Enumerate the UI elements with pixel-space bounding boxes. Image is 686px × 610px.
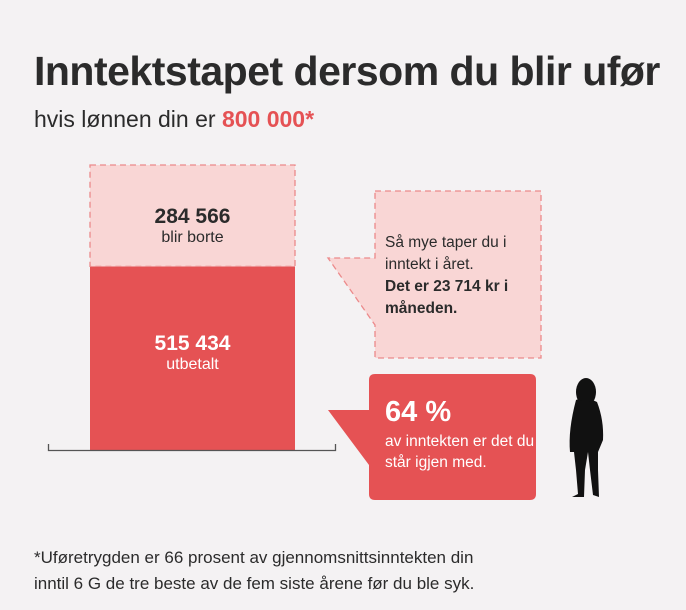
bar-segment-utbetalt <box>90 266 295 450</box>
bar-segment-blir-borte <box>89 164 296 268</box>
person-silhouette-icon <box>569 378 604 497</box>
segment-caption: blir borte <box>161 229 224 246</box>
callout-loss-body: Så mye taper du i inntekt i året. <box>385 234 507 273</box>
segment-label-utbetalt: 515 434 utbetalt <box>90 332 295 374</box>
salary-highlight: 800 000* <box>221 106 315 132</box>
x-axis <box>47 444 337 452</box>
callout-keep-percent: 64 % <box>385 396 452 428</box>
footnote: *Uføretrygden er 66 prosent av gjennomsn… <box>34 545 474 597</box>
callout-keep-box <box>328 374 536 500</box>
callout-loss-box <box>326 190 542 359</box>
segment-label-blir-borte: 284 566 blir borte <box>90 205 295 247</box>
segment-value: 284 566 <box>154 205 231 228</box>
callout-keep-body: av inntekten er det du står igjen med. <box>385 433 535 471</box>
footnote-line-1: *Uføretrygden er 66 prosent av gjennomsn… <box>34 548 474 567</box>
segment-caption: utbetalt <box>166 356 219 374</box>
page-title: Inntektstapet dersom du blir ufør <box>34 48 660 94</box>
segment-value: 515 434 <box>154 332 231 356</box>
callout-keep-text: 64 % av inntekten er det du står igjen m… <box>385 396 535 473</box>
footnote-line-2: inntil 6 G de tre beste av de fem siste … <box>34 574 475 593</box>
callout-loss-monthly: Det er 23 714 kr i måneden. <box>385 278 509 317</box>
subtitle-prefix: hvis lønnen din er <box>34 106 222 132</box>
subtitle: hvis lønnen din er 800 000* <box>34 106 314 133</box>
callout-loss-text: Så mye taper du i inntekt i året. Det er… <box>385 232 535 320</box>
